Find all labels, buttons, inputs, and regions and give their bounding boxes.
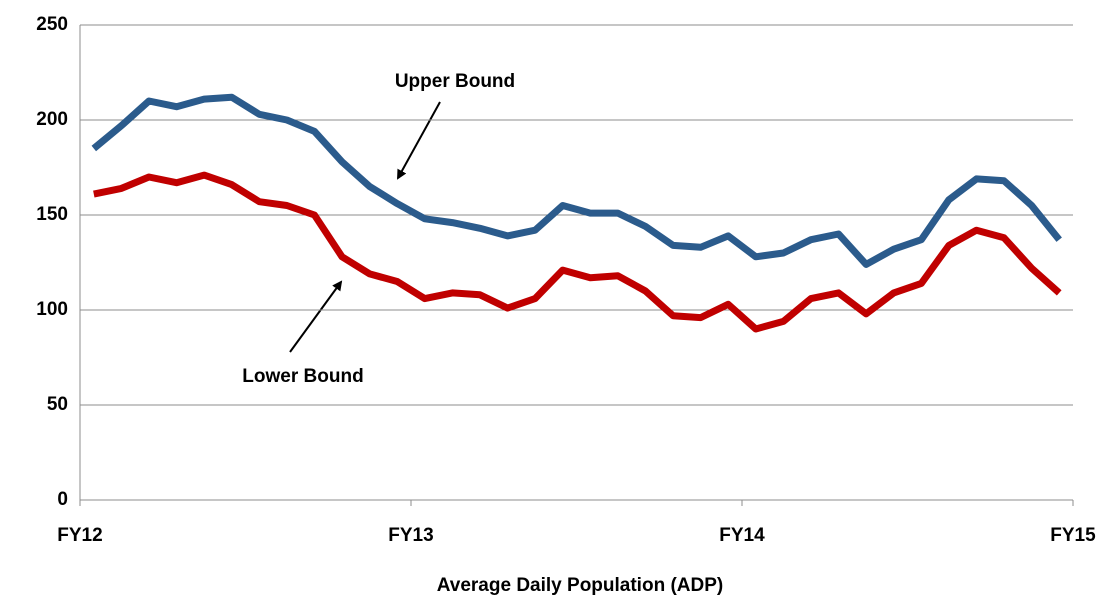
annotation-arrow [397,101,441,180]
y-tick-label: 200 [36,109,68,130]
x-tick-label: FY12 [57,525,102,546]
x-tick-label: FY15 [1050,525,1096,546]
series-annotation: Lower Bound [242,366,363,387]
x-axis-label: Average Daily Population (ADP) [437,575,723,596]
x-tick-label: FY13 [388,525,433,546]
annotation-arrow [289,280,343,353]
x-tick-label: FY14 [719,525,765,546]
y-tick-label: 150 [36,204,68,225]
y-tick-label: 100 [36,299,68,320]
series-line [91,93,1062,268]
y-tick-label: 50 [47,394,68,415]
y-tick-label: 250 [36,14,68,35]
series-line [93,171,1062,333]
series-annotation: Upper Bound [395,71,515,92]
y-tick-label: 0 [57,489,68,510]
